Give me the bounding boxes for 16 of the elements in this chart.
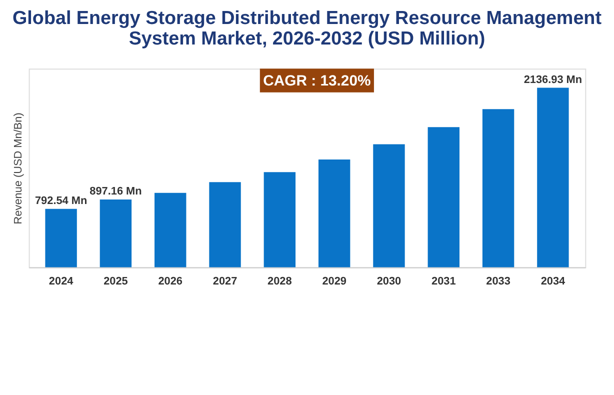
- x-tick-label: 2031: [432, 276, 456, 288]
- data-label: 897.16 Mn: [90, 185, 142, 198]
- x-tick-label: 2028: [268, 276, 292, 288]
- x-tick-label: 2027: [212, 276, 238, 288]
- y-axis-title: Revenue (USD Mn/Bn): [12, 112, 24, 224]
- annotation: CAGR : 13.20%: [263, 73, 371, 90]
- x-tick-label: 2033: [486, 276, 510, 288]
- chart-title: Global Energy Storage Distributed Energy Resource Management System Market, 2026-2032 (USD Million): [12, 6, 602, 49]
- x-tick-label: 2029: [322, 276, 346, 288]
- data-label: 2136.93 Mn: [524, 74, 582, 86]
- data-label: 792.54 Mn: [34, 194, 88, 207]
- x-tick-label: 2024: [48, 276, 74, 288]
- x-tick-label: 2034: [540, 276, 566, 288]
- x-tick-label: 2026: [158, 276, 182, 288]
- x-tick-label: 2030: [376, 276, 402, 288]
- x-tick-label: 2025: [104, 276, 128, 288]
